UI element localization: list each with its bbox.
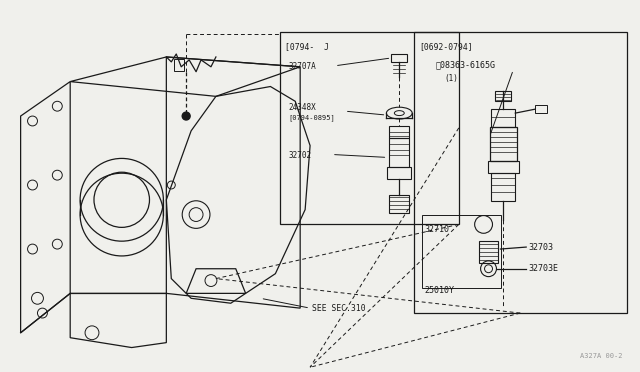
Bar [492,173,515,201]
Text: [0692-0794]: [0692-0794] [419,42,473,51]
Text: 24348X: 24348X [288,103,316,112]
Bar [174,59,184,71]
Text: 32703: 32703 [528,243,553,251]
Text: 32702: 32702 [288,151,312,160]
Text: 25010Y: 25010Y [424,286,454,295]
Text: Ⓢ08363-6165G: Ⓢ08363-6165G [436,60,496,69]
Bar [479,241,499,263]
Text: A327A 00-2: A327A 00-2 [580,353,622,359]
Bar [488,161,519,173]
Text: 32707A: 32707A [288,62,316,71]
Text: SEE SEC.310: SEE SEC.310 [312,304,365,312]
Bar [280,32,459,224]
Bar [492,109,515,127]
Text: [0794-  J: [0794- J [285,42,329,51]
Bar [389,138,409,167]
Bar [495,92,511,101]
Bar [535,105,547,113]
Text: (1): (1) [444,74,458,83]
Text: 32703E: 32703E [528,264,558,273]
Bar [389,195,409,212]
Text: [0794-0895]: [0794-0895] [288,114,335,121]
Bar [490,127,517,161]
Bar [389,126,409,138]
Bar [414,32,627,313]
Bar [387,167,412,179]
Bar [422,215,501,288]
Text: 32710: 32710 [424,225,449,234]
Circle shape [182,112,190,120]
Bar [392,54,407,62]
